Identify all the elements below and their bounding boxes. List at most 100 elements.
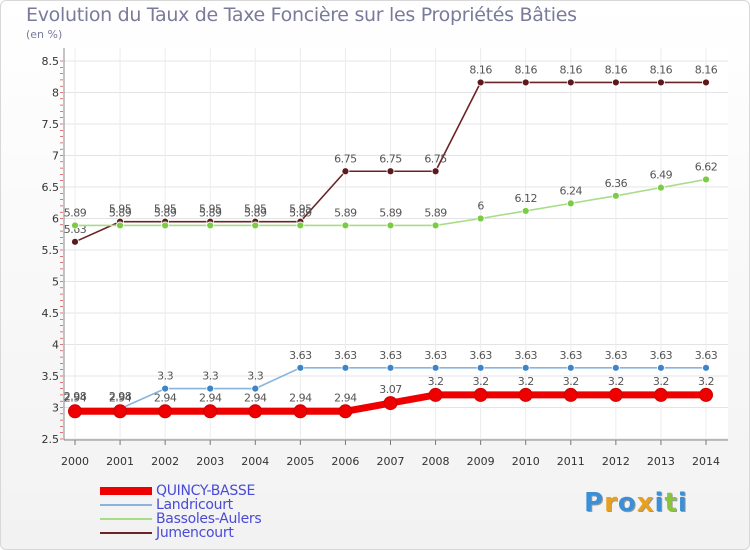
data-point-jumencourt: [476, 78, 485, 87]
data-label-quincy-basse: 2.94: [154, 391, 177, 404]
data-point-jumencourt: [521, 78, 530, 87]
data-label-bassoles-aulers: 6.24: [560, 184, 583, 197]
data-point-quincy-basse: [653, 387, 668, 402]
data-label-quincy-basse: 3.2: [518, 375, 534, 388]
data-label-landricourt: 3.63: [695, 349, 718, 362]
data-label-quincy-basse: 3.2: [473, 375, 489, 388]
legend-label-bassoles-aulers: Bassoles-Aulers: [156, 511, 262, 527]
data-label-jumencourt: 5.95: [199, 203, 222, 216]
data-label-jumencourt: 5.95: [154, 203, 177, 216]
data-label-landricourt: 3.63: [514, 349, 537, 362]
x-tick-label: 2008: [422, 455, 450, 468]
data-label-quincy-basse: 2.94: [199, 391, 222, 404]
data-label-landricourt: 3.63: [605, 349, 628, 362]
data-point-quincy-basse: [293, 404, 308, 419]
data-point-jumencourt: [702, 78, 710, 87]
data-label-quincy-basse: 2.94: [109, 391, 132, 404]
y-tick-label: 7.5: [42, 118, 60, 131]
data-label-landricourt: 2.98: [64, 390, 87, 403]
data-label-jumencourt: 6.75: [424, 152, 447, 165]
logo-letter: i: [677, 488, 688, 518]
data-point-bassoles-aulers: [116, 221, 124, 230]
data-point-bassoles-aulers: [206, 221, 215, 230]
data-point-landricourt: [431, 363, 440, 372]
data-label-bassoles-aulers: 6.12: [514, 192, 537, 205]
data-point-quincy-basse: [248, 404, 263, 419]
data-label-landricourt: 3.63: [379, 349, 402, 362]
data-point-bassoles-aulers: [386, 221, 395, 230]
y-tick-label: 8.5: [42, 55, 60, 68]
data-point-bassoles-aulers: [702, 175, 710, 184]
data-point-landricourt: [611, 363, 620, 372]
logo-letter: x: [636, 488, 655, 518]
data-label-landricourt: 3.63: [469, 349, 492, 362]
chart-legend: QUINCY-BASSE Landricourt Bassoles-Aulers…: [100, 484, 262, 541]
proxiti-logo: Proxiti: [584, 488, 688, 518]
logo-letter: i: [654, 488, 665, 518]
x-tick-label: 2002: [151, 455, 179, 468]
data-label-jumencourt: 6.75: [379, 152, 402, 165]
logo-letter: P: [584, 488, 605, 518]
x-tick-label: 2001: [106, 455, 134, 468]
data-point-landricourt: [657, 363, 665, 372]
data-label-quincy-basse: 3.2: [563, 375, 579, 388]
data-label-landricourt: 3.3: [247, 370, 263, 383]
data-point-bassoles-aulers: [251, 221, 260, 230]
data-point-bassoles-aulers: [476, 214, 485, 223]
data-point-bassoles-aulers: [657, 183, 665, 192]
data-label-bassoles-aulers: 5.89: [244, 206, 267, 219]
logo-letter: t: [664, 488, 678, 518]
data-point-landricourt: [476, 363, 485, 372]
y-tick-label: 3: [52, 402, 59, 415]
data-label-bassoles-aulers: 5.89: [424, 206, 447, 219]
data-label-jumencourt: 5.95: [109, 203, 132, 216]
data-label-quincy-basse: 2.94: [244, 391, 267, 404]
data-label-quincy-basse: 2.94: [289, 391, 312, 404]
data-label-landricourt: 3.63: [560, 349, 583, 362]
data-point-bassoles-aulers: [341, 221, 350, 230]
data-label-bassoles-aulers: 5.89: [199, 206, 222, 219]
data-label-bassoles-aulers: 5.89: [379, 206, 402, 219]
x-tick-label: 2000: [61, 455, 89, 468]
y-tick-label: 4.5: [42, 307, 60, 320]
data-label-bassoles-aulers: 5.89: [154, 206, 177, 219]
legend-label-jumencourt: Jumencourt: [156, 525, 234, 541]
data-point-bassoles-aulers: [566, 199, 575, 208]
data-point-jumencourt: [386, 167, 395, 176]
x-tick-label: 2003: [196, 455, 224, 468]
data-label-jumencourt: 8.16: [650, 63, 673, 76]
data-point-jumencourt: [611, 78, 620, 87]
y-axis-unit-label: (en %): [26, 28, 63, 41]
legend-item-quincy-basse: QUINCY-BASSE: [100, 484, 261, 498]
data-label-jumencourt: 8.16: [605, 63, 628, 76]
data-point-bassoles-aulers: [611, 191, 620, 200]
x-tick-label: 2004: [241, 455, 269, 468]
data-label-jumencourt: 8.16: [469, 63, 492, 76]
legend-swatch-landricourt: [100, 504, 152, 506]
chart-title: Evolution du Taux de Taxe Foncière sur l…: [26, 4, 577, 26]
data-label-bassoles-aulers: 5.89: [334, 206, 357, 219]
data-point-bassoles-aulers: [161, 221, 170, 230]
x-tick-label: 2009: [467, 455, 495, 468]
data-point-quincy-basse: [518, 387, 533, 402]
data-point-quincy-basse: [113, 404, 128, 419]
x-tick-label: 2010: [512, 455, 540, 468]
data-label-landricourt: 3.63: [650, 349, 673, 362]
data-label-bassoles-aulers: 6: [477, 200, 484, 213]
data-label-jumencourt: 6.75: [334, 152, 357, 165]
data-point-jumencourt: [431, 167, 440, 176]
y-tick-label: 5.5: [42, 244, 60, 257]
y-tick-label: 6: [52, 213, 59, 226]
data-point-quincy-basse: [563, 387, 578, 402]
legend-item-landricourt: Landricourt: [100, 498, 261, 512]
data-label-jumencourt: 8.16: [695, 63, 718, 76]
data-point-quincy-basse: [428, 387, 443, 402]
data-label-bassoles-aulers: 5.89: [289, 206, 312, 219]
data-point-bassoles-aulers: [431, 221, 440, 230]
data-point-quincy-basse: [608, 387, 623, 402]
data-label-bassoles-aulers: 6.36: [605, 177, 628, 190]
data-point-quincy-basse: [699, 387, 713, 402]
x-tick-label: 2014: [692, 455, 720, 468]
data-label-landricourt: 3.63: [289, 349, 312, 362]
legend-item-bassoles-aulers: Bassoles-Aulers: [100, 511, 262, 527]
